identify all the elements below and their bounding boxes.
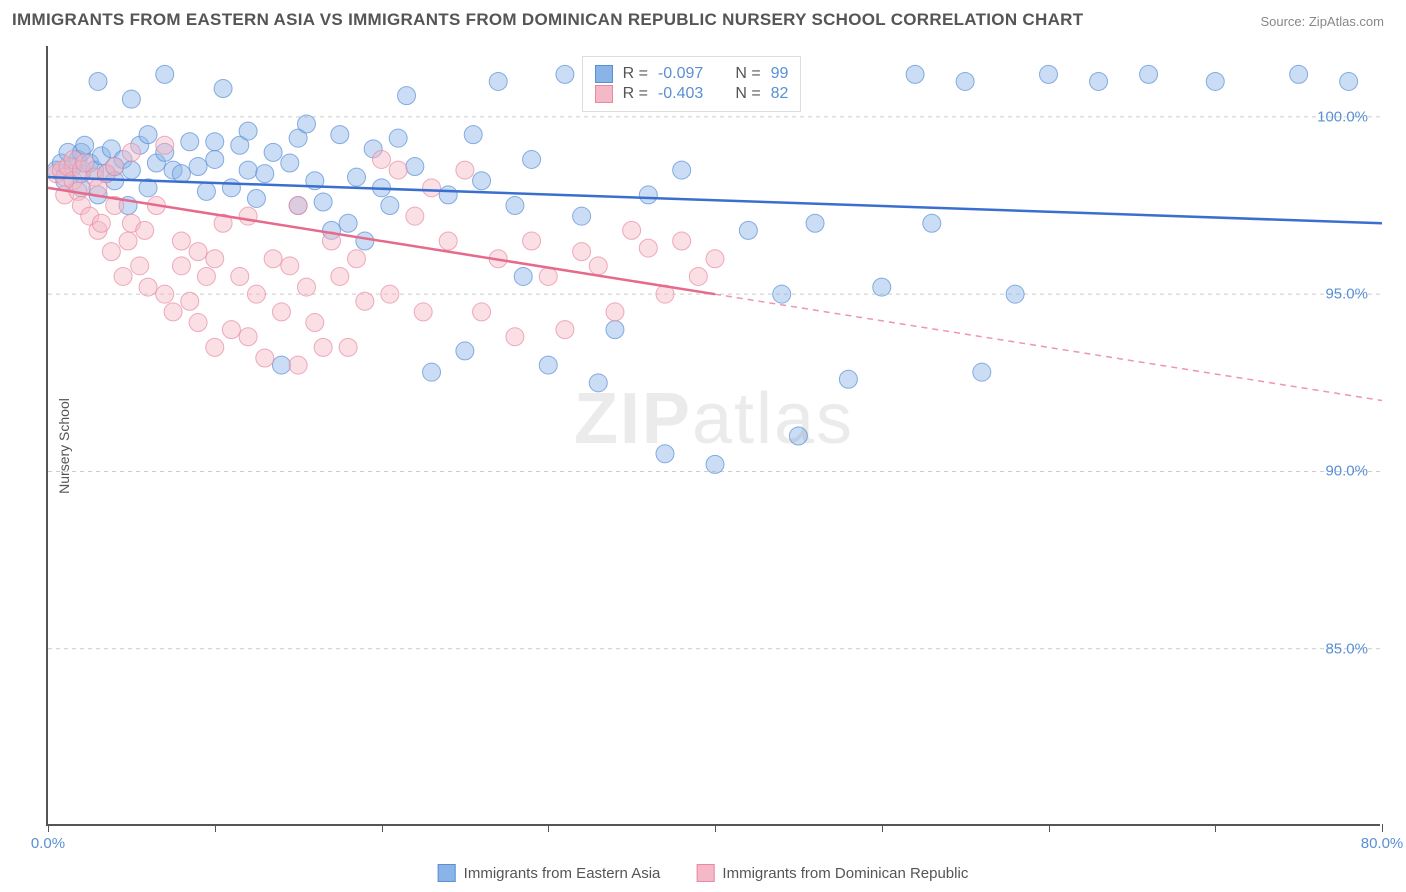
- legend-row-pink: R = -0.403 N = 82: [595, 85, 789, 103]
- n-value-blue: 99: [771, 65, 789, 83]
- x-tick: [382, 824, 383, 832]
- chart-title: IMMIGRANTS FROM EASTERN ASIA VS IMMIGRAN…: [12, 10, 1083, 30]
- x-tick: [882, 824, 883, 832]
- r-value-blue: -0.097: [658, 65, 703, 83]
- source-link[interactable]: ZipAtlas.com: [1309, 14, 1384, 29]
- x-tick: [715, 824, 716, 832]
- r-value-pink: -0.403: [658, 85, 703, 103]
- y-tick-label: 95.0%: [1325, 286, 1368, 303]
- x-tick: [215, 824, 216, 832]
- x-tick: [48, 824, 49, 832]
- swatch-pink-bottom: [696, 864, 714, 882]
- y-tick-label: 85.0%: [1325, 640, 1368, 657]
- legend-item-blue: Immigrants from Eastern Asia: [438, 864, 661, 882]
- chart-container: IMMIGRANTS FROM EASTERN ASIA VS IMMIGRAN…: [0, 0, 1406, 892]
- n-label-blue: N =: [735, 65, 760, 83]
- x-tick: [1382, 824, 1383, 832]
- n-value-pink: 82: [771, 85, 789, 103]
- series-label-pink: Immigrants from Dominican Republic: [722, 865, 968, 882]
- series-label-blue: Immigrants from Eastern Asia: [464, 865, 661, 882]
- y-tick-label: 100.0%: [1317, 108, 1368, 125]
- x-tick: [548, 824, 549, 832]
- legend-row-blue: R = -0.097 N = 99: [595, 65, 789, 83]
- swatch-blue-bottom: [438, 864, 456, 882]
- correlation-legend: R = -0.097 N = 99 R = -0.403 N = 82: [582, 56, 802, 112]
- swatch-blue: [595, 65, 613, 83]
- r-label-blue: R =: [623, 65, 648, 83]
- x-tick-label: 0.0%: [31, 835, 65, 852]
- scatter-plot-svg: [48, 46, 1382, 826]
- swatch-pink: [595, 85, 613, 103]
- x-tick: [1215, 824, 1216, 832]
- series-legend: Immigrants from Eastern Asia Immigrants …: [438, 864, 969, 882]
- x-tick: [1049, 824, 1050, 832]
- n-label-pink: N =: [735, 85, 760, 103]
- r-label-pink: R =: [623, 85, 648, 103]
- plot-area: ZIPatlas R = -0.097 N = 99 R = -0.403 N …: [46, 46, 1380, 826]
- source-attribution: Source: ZipAtlas.com: [1260, 14, 1384, 29]
- x-tick-label: 80.0%: [1361, 835, 1404, 852]
- y-tick-label: 90.0%: [1325, 463, 1368, 480]
- legend-item-pink: Immigrants from Dominican Republic: [696, 864, 968, 882]
- source-label: Source:: [1260, 14, 1308, 29]
